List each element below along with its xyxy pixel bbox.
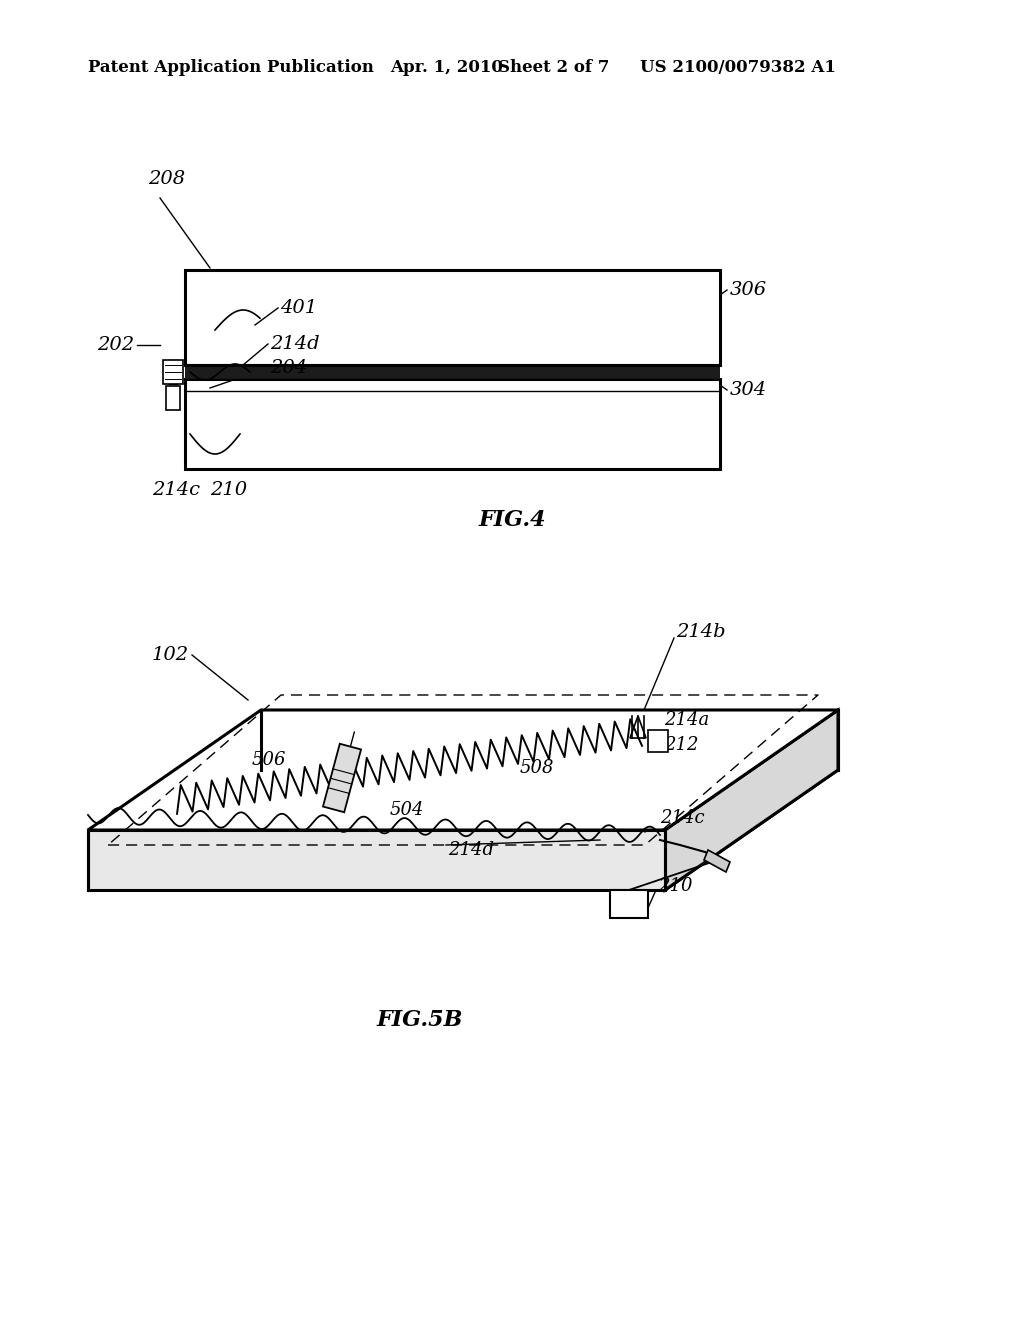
Polygon shape [88,710,838,830]
Text: 214b: 214b [676,623,726,642]
Bar [185,366,720,379]
Polygon shape [705,850,730,873]
Text: 214c: 214c [660,809,705,828]
Polygon shape [88,830,665,890]
Text: 508: 508 [520,759,555,777]
Text: US 2100/0079382 A1: US 2100/0079382 A1 [640,59,836,77]
Text: 304: 304 [730,381,767,399]
Text: FIG.4: FIG.4 [478,510,546,531]
Text: 102: 102 [152,645,189,664]
Text: 204: 204 [270,359,307,378]
Text: 210: 210 [210,480,247,499]
Bar [185,379,720,469]
Text: 214d: 214d [449,841,494,859]
Bar [166,385,180,411]
Text: 210: 210 [658,876,692,895]
Text: 202: 202 [97,337,134,354]
Bar [163,360,183,384]
Text: 506: 506 [252,751,286,770]
Text: 504: 504 [390,801,425,818]
Text: 306: 306 [730,281,767,300]
Polygon shape [261,710,838,770]
Text: 401: 401 [280,300,317,317]
Bar [610,890,648,917]
Polygon shape [323,743,361,812]
Text: 208: 208 [148,170,185,187]
Text: Apr. 1, 2010: Apr. 1, 2010 [390,59,503,77]
Text: 214d: 214d [270,335,319,352]
Text: FIG.5B: FIG.5B [377,1008,463,1031]
Polygon shape [665,710,838,890]
Bar [185,271,720,366]
Text: Sheet 2 of 7: Sheet 2 of 7 [498,59,609,77]
Text: Patent Application Publication: Patent Application Publication [88,59,374,77]
Text: 214c: 214c [152,480,200,499]
Bar [648,730,668,752]
Text: 214a: 214a [664,711,710,729]
Text: 212: 212 [664,737,698,754]
Polygon shape [88,770,838,890]
